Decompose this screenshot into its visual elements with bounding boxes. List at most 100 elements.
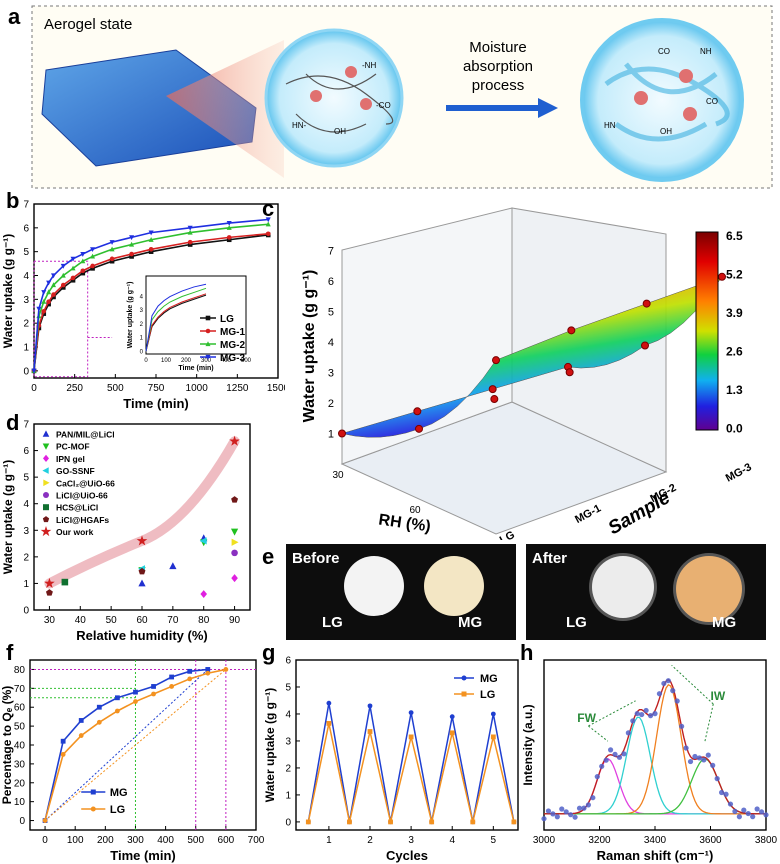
f-point-lgf-1 [60, 752, 66, 757]
h-data-point-80 [719, 789, 725, 796]
h-data-point-88 [736, 814, 742, 820]
h-data-point-8 [559, 806, 565, 812]
d-ytick-label-2: 2 [23, 552, 29, 563]
d-point-0-0 [138, 579, 146, 587]
f-mg-diag [44, 669, 209, 821]
b-point-mg2-13 [226, 225, 232, 230]
g-ytick-label-1: 1 [285, 790, 291, 801]
h-annot-iw-line-2 [704, 703, 714, 742]
d-xtick-label-0: 30 [44, 615, 56, 626]
g-ylabel: Water uptake (g g⁻¹) [263, 688, 277, 803]
d-legend-label-3: GO-SSNF [56, 466, 95, 476]
c-ztick-1: 2 [328, 398, 334, 410]
panel-e: Before LG MG After LG MG [286, 544, 766, 640]
h-data-point-38 [625, 730, 631, 736]
d-legend-label-7: LiCl@HGAFs [56, 515, 109, 525]
b-inset-line-lg [145, 294, 207, 352]
wet-group-1: CO [658, 47, 670, 56]
b-point-mg3-0 [31, 368, 37, 374]
d-legend-marker-4 [43, 479, 50, 487]
f-xlabel: Time (min) [110, 848, 176, 863]
h-data-point-52 [656, 691, 663, 697]
f-xtick-label-3: 300 [127, 835, 144, 846]
aerogel-label: Aerogel state [44, 16, 133, 33]
c-xlabel: RH (%) [377, 511, 431, 535]
panel-label-c: c [262, 196, 275, 221]
f-point-mg-8 [187, 668, 193, 674]
g-point-mg-7 [449, 714, 455, 720]
b-inset-xtick-2: 200 [181, 358, 192, 364]
g-xtick-label-3: 4 [449, 835, 455, 846]
f-ytick-label-8: 80 [14, 665, 26, 676]
b-point-mg1-2 [41, 308, 47, 314]
d-legend-marker-1 [42, 443, 50, 450]
h-data-point-98 [758, 809, 765, 815]
b-inset-line-mg2 [145, 287, 207, 352]
b-point-mg3-3 [46, 280, 52, 286]
f-ytick-label-7: 70 [14, 684, 26, 695]
h-annot-fw-line-1 [588, 725, 609, 742]
b-point-mg2-8 [90, 253, 96, 259]
h-data-point-0 [541, 816, 547, 822]
f-point-mg-5 [133, 689, 138, 695]
b-ylabel: Water uptake (g g⁻¹) [1, 234, 15, 349]
c-point-9 [567, 326, 576, 335]
b-legend-marker-lg [205, 315, 211, 321]
h-data-point-64 [683, 745, 689, 751]
g-ytick-label-6: 6 [285, 656, 291, 667]
c-ztick-3: 4 [328, 337, 334, 349]
c-ztick-4: 5 [328, 307, 334, 319]
g-line-mg [307, 703, 515, 823]
d-legend-marker-0 [42, 430, 50, 437]
g-legend-label-mg: MG [480, 673, 498, 685]
b-ytick-label-4: 4 [23, 271, 29, 282]
c-ztick-2: 3 [328, 368, 334, 380]
b-legend-marker-mg2 [205, 341, 211, 347]
c-point-8 [492, 356, 500, 365]
after-mg-label: MG [712, 614, 737, 631]
h-xlabel: Raman shift (cm⁻¹) [597, 848, 714, 863]
b-inset-xlabel: Time (min) [178, 365, 213, 372]
d-point-4-0 [231, 538, 239, 546]
h-data-point-86 [732, 808, 738, 814]
b-point-mg2-14 [265, 221, 271, 227]
arrow-label-3: process [472, 77, 525, 94]
arrow-label-1: Moisture [469, 39, 527, 56]
arrow-label-2: absorption [463, 58, 533, 75]
f-legend-marker-mg [90, 789, 96, 795]
c-ztick-5: 6 [328, 276, 334, 288]
h-xtick-label-2: 3400 [644, 835, 667, 846]
h-data-point-74 [705, 752, 711, 758]
chart-b: 025050075010001250150001234567Time (min)… [1, 200, 285, 412]
dry-group-1: -NH [362, 61, 376, 70]
b-point-mg2-7 [80, 258, 86, 264]
panel-label-a: a [8, 4, 21, 29]
b-point-lg-13 [226, 237, 232, 243]
h-data-point-4 [550, 811, 556, 817]
b-inset-line-mg3 [145, 283, 207, 352]
b-point-mg1-11 [148, 246, 154, 252]
f-point-lgf-6 [151, 691, 156, 697]
b-legend-marker-mg1 [205, 328, 211, 334]
panel-a-illustration: Moisture absorption process -NH -CO HN- … [31, 5, 773, 189]
h-data-point-70 [696, 755, 702, 761]
b-inset-frame [145, 275, 247, 355]
f-xtick-label-7: 700 [248, 835, 265, 846]
c-point-6 [565, 368, 574, 377]
b-point-lg-9 [109, 258, 115, 264]
c-ytick-1: MG-1 [573, 502, 603, 526]
b-point-lg-10 [129, 254, 134, 259]
after-lg-label: LG [566, 614, 587, 631]
b-point-mg3-10 [129, 235, 135, 241]
f-point-lgf-0 [42, 818, 48, 823]
f-point-lgf-2 [78, 733, 84, 738]
b-point-mg1-14 [265, 231, 271, 237]
dry-group-4: OH [334, 127, 346, 136]
f-point-mg-3 [96, 704, 102, 710]
c-point-11 [718, 272, 726, 281]
d-point-0-1 [169, 562, 177, 570]
f-ytick-label-5: 50 [14, 722, 26, 733]
h-xtick-label-3: 3600 [699, 835, 722, 846]
f-ylabel: Percentage to Qₑ (%) [0, 686, 14, 805]
h-peak-0 [543, 758, 766, 815]
